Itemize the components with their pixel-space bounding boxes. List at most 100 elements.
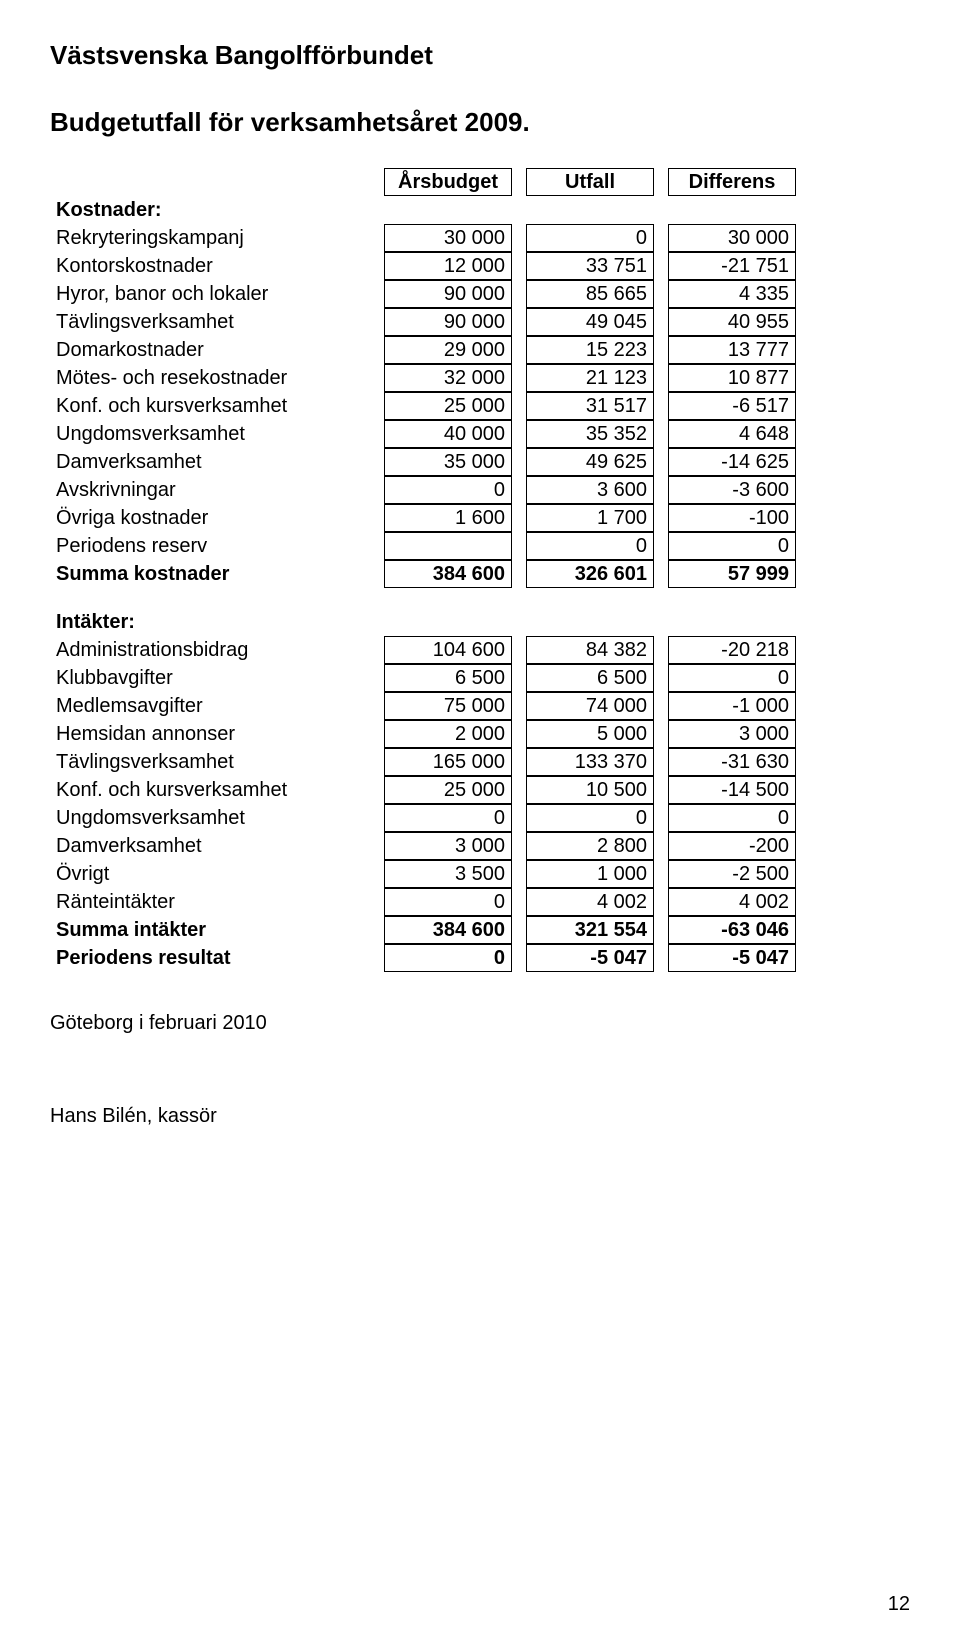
org-title: Västsvenska Bangolfförbundet <box>50 40 910 71</box>
income-row-diff: -1 000 <box>668 692 796 720</box>
cost-row-label: Avskrivningar <box>50 476 370 504</box>
footer-location: Göteborg i februari 2010 <box>50 1012 910 1035</box>
cost-row-diff: -3 600 <box>668 476 796 504</box>
cost-row-label: Tävlingsverksamhet <box>50 308 370 336</box>
cost-row-budget: 90 000 <box>384 280 512 308</box>
cost-row-actual: 31 517 <box>526 392 654 420</box>
income-sum-diff: -63 046 <box>668 916 796 944</box>
cost-row-actual: 0 <box>526 532 654 560</box>
income-row-diff: -20 218 <box>668 636 796 664</box>
cost-row-diff: 4 335 <box>668 280 796 308</box>
cost-row-budget: 32 000 <box>384 364 512 392</box>
cost-row-actual: 0 <box>526 224 654 252</box>
result-actual: -5 047 <box>526 944 654 972</box>
income-row-label: Tävlingsverksamhet <box>50 748 370 776</box>
income-row-actual: 4 002 <box>526 888 654 916</box>
header-diff: Differens <box>668 168 796 196</box>
cost-row-diff: 40 955 <box>668 308 796 336</box>
cost-row-actual: 15 223 <box>526 336 654 364</box>
header-budget: Årsbudget <box>384 168 512 196</box>
cost-row-budget: 25 000 <box>384 392 512 420</box>
cost-row-budget: 29 000 <box>384 336 512 364</box>
cost-row-budget: 40 000 <box>384 420 512 448</box>
signer: Hans Bilén, kassör <box>50 1105 910 1128</box>
income-row-diff: -200 <box>668 832 796 860</box>
income-row-diff: 3 000 <box>668 720 796 748</box>
income-row-actual: 0 <box>526 804 654 832</box>
income-row-budget: 2 000 <box>384 720 512 748</box>
income-row-diff: -2 500 <box>668 860 796 888</box>
income-row-label: Damverksamhet <box>50 832 370 860</box>
cost-sum-budget: 384 600 <box>384 560 512 588</box>
cost-row-label: Konf. och kursverksamhet <box>50 392 370 420</box>
header-blank <box>50 168 370 196</box>
income-sum-label: Summa intäkter <box>50 916 370 944</box>
cost-row-actual: 35 352 <box>526 420 654 448</box>
income-row-budget: 104 600 <box>384 636 512 664</box>
cost-row-budget: 1 600 <box>384 504 512 532</box>
income-row-diff: -31 630 <box>668 748 796 776</box>
income-row-actual: 133 370 <box>526 748 654 776</box>
cost-sum-actual: 326 601 <box>526 560 654 588</box>
result-diff: -5 047 <box>668 944 796 972</box>
income-row-actual: 84 382 <box>526 636 654 664</box>
cost-row-actual: 21 123 <box>526 364 654 392</box>
income-row-budget: 165 000 <box>384 748 512 776</box>
cost-row-diff: 4 648 <box>668 420 796 448</box>
cost-row-label: Ungdomsverksamhet <box>50 420 370 448</box>
doc-subtitle: Budgetutfall för verksamhetsåret 2009. <box>50 107 910 138</box>
cost-row-diff: 0 <box>668 532 796 560</box>
cost-row-budget: 12 000 <box>384 252 512 280</box>
cost-row-budget: 35 000 <box>384 448 512 476</box>
cost-section-header: Kostnader: <box>50 196 370 224</box>
cost-row-budget: 30 000 <box>384 224 512 252</box>
cost-sum-label: Summa kostnader <box>50 560 370 588</box>
result-label: Periodens resultat <box>50 944 370 972</box>
cost-sum-diff: 57 999 <box>668 560 796 588</box>
income-row-diff: 0 <box>668 804 796 832</box>
cost-row-label: Domarkostnader <box>50 336 370 364</box>
income-sum-actual: 321 554 <box>526 916 654 944</box>
income-row-label: Medlemsavgifter <box>50 692 370 720</box>
income-sum-budget: 384 600 <box>384 916 512 944</box>
income-row-diff: -14 500 <box>668 776 796 804</box>
cost-row-budget: 90 000 <box>384 308 512 336</box>
income-row-actual: 5 000 <box>526 720 654 748</box>
cost-row-diff: -21 751 <box>668 252 796 280</box>
cost-row-budget <box>384 532 512 560</box>
income-row-label: Ränteintäkter <box>50 888 370 916</box>
cost-row-label: Mötes- och resekostnader <box>50 364 370 392</box>
header-actual: Utfall <box>526 168 654 196</box>
cost-row-label: Kontorskostnader <box>50 252 370 280</box>
cost-row-diff: -6 517 <box>668 392 796 420</box>
income-row-budget: 0 <box>384 888 512 916</box>
cost-row-actual: 33 751 <box>526 252 654 280</box>
result-budget: 0 <box>384 944 512 972</box>
income-row-actual: 2 800 <box>526 832 654 860</box>
cost-row-diff: -14 625 <box>668 448 796 476</box>
cost-row-label: Övriga kostnader <box>50 504 370 532</box>
income-row-label: Hemsidan annonser <box>50 720 370 748</box>
cost-row-diff: 10 877 <box>668 364 796 392</box>
income-row-label: Konf. och kursverksamhet <box>50 776 370 804</box>
income-row-budget: 6 500 <box>384 664 512 692</box>
cost-row-actual: 49 045 <box>526 308 654 336</box>
cost-row-actual: 1 700 <box>526 504 654 532</box>
income-row-diff: 4 002 <box>668 888 796 916</box>
cost-row-actual: 49 625 <box>526 448 654 476</box>
income-row-budget: 0 <box>384 804 512 832</box>
income-row-label: Övrigt <box>50 860 370 888</box>
cost-row-label: Rekryteringskampanj <box>50 224 370 252</box>
income-row-budget: 75 000 <box>384 692 512 720</box>
income-row-diff: 0 <box>668 664 796 692</box>
cost-row-actual: 3 600 <box>526 476 654 504</box>
income-row-label: Administrationsbidrag <box>50 636 370 664</box>
cost-row-diff: -100 <box>668 504 796 532</box>
income-row-label: Ungdomsverksamhet <box>50 804 370 832</box>
cost-row-label: Periodens reserv <box>50 532 370 560</box>
income-row-actual: 10 500 <box>526 776 654 804</box>
cost-row-actual: 85 665 <box>526 280 654 308</box>
income-row-actual: 6 500 <box>526 664 654 692</box>
cost-row-diff: 13 777 <box>668 336 796 364</box>
income-row-actual: 74 000 <box>526 692 654 720</box>
